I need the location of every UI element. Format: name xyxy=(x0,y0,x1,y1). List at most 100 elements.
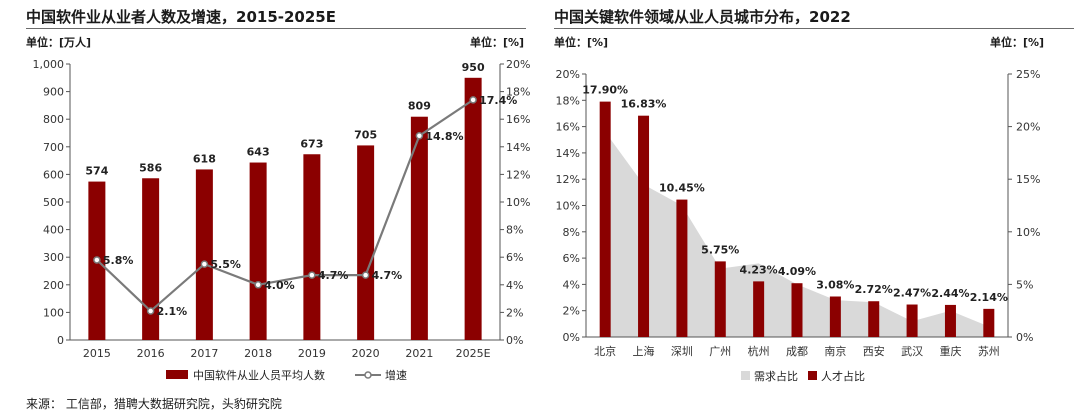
growth-point-label: 4.7% xyxy=(318,269,349,282)
employee-bar xyxy=(410,116,428,340)
left-y-tick-label: 0% xyxy=(563,331,580,344)
legend-area-label: 需求占比 xyxy=(754,369,798,383)
x-tick-label: 2019 xyxy=(298,347,326,360)
left-y-tick-label: 14% xyxy=(556,147,580,160)
left-y-tick-label: 400 xyxy=(43,224,64,237)
employee-bar-label: 643 xyxy=(247,146,270,159)
left-y-tick-label: 10% xyxy=(556,200,580,213)
talent-bar-label: 16.83% xyxy=(621,98,667,111)
growth-line xyxy=(96,98,474,313)
employee-bar-label: 809 xyxy=(408,100,431,113)
growth-point xyxy=(308,271,316,279)
left-y-tick-label: 700 xyxy=(43,141,64,154)
left-y-tick-label: 800 xyxy=(43,113,64,126)
legend-bar-swatch xyxy=(166,370,188,379)
growth-point xyxy=(254,281,262,289)
right-y-tick-label: 5% xyxy=(1016,278,1033,291)
right-y-tick-label: 20% xyxy=(506,58,530,71)
left-chart-svg: 0 100 200 300 400 500 600 700 800 900 1,000 0% 2% 4% 6… xyxy=(33,58,531,382)
talent-bar-label: 3.08% xyxy=(816,278,854,291)
talent-bar xyxy=(638,115,650,337)
left-unit-left: 单位：[万人] xyxy=(26,36,92,49)
growth-point xyxy=(146,307,155,315)
employee-bar-label: 618 xyxy=(193,152,216,165)
employee-bar xyxy=(303,154,321,340)
x-tick-label: 2016 xyxy=(137,347,165,360)
left-y-tick-label: 300 xyxy=(43,251,64,264)
right-y-tick-label: 15% xyxy=(1016,173,1040,186)
right-y-tick-label: 14% xyxy=(506,141,530,154)
left-y-tick-label: 18% xyxy=(556,94,580,107)
right-y-tick-label: 0% xyxy=(506,334,523,347)
left-y-tick-label: 4% xyxy=(563,278,580,291)
legend-bar-swatch xyxy=(808,371,817,380)
left-y-tick-label: 6% xyxy=(563,252,580,265)
x-tick-label: 北京 xyxy=(594,344,616,358)
right-y-tick-label: 20% xyxy=(1016,121,1040,134)
left-y-tick-label: 1,000 xyxy=(33,58,65,71)
employee-bar-label: 950 xyxy=(462,61,485,74)
x-tick-label: 2018 xyxy=(244,347,272,360)
employee-bar xyxy=(357,145,375,340)
talent-bar xyxy=(714,261,726,337)
right-y-tick-label: 25% xyxy=(1016,68,1040,81)
left-y-tick-label: 12% xyxy=(556,173,580,186)
talent-bar-label: 2.44% xyxy=(931,287,969,300)
left-y-tick-label: 600 xyxy=(43,168,64,181)
right-title-rule xyxy=(554,28,1074,29)
x-tick-label: 2021 xyxy=(405,347,433,360)
growth-point xyxy=(415,132,424,140)
right-chart-panel: 中国关键软件领域从业人员城市分布，2022 单位：[%] 单位：[%] 0% 2%… xyxy=(540,0,1080,395)
right-y-tick-label: 2% xyxy=(506,306,523,319)
growth-point-label: 5.8% xyxy=(103,254,134,267)
growth-point-label: 2.1% xyxy=(157,305,188,318)
x-tick-label: 上海 xyxy=(633,344,655,358)
growth-point-label: 17.4% xyxy=(479,94,517,107)
talent-bar xyxy=(868,301,880,337)
employee-bar-label: 586 xyxy=(139,161,162,174)
talent-bar xyxy=(829,296,841,337)
talent-bar-label: 4.23% xyxy=(740,263,778,276)
right-y-tick-label: 4% xyxy=(506,279,523,292)
left-y-tick-label: 20% xyxy=(556,68,580,81)
right-y-tick-label: 10% xyxy=(1016,226,1040,239)
right-y-tick-label: 12% xyxy=(506,168,530,181)
talent-bar-label: 4.09% xyxy=(778,265,816,278)
x-tick-label: 2025E xyxy=(456,347,491,360)
x-tick-label: 重庆 xyxy=(939,344,961,358)
right-y-tick-label: 8% xyxy=(506,224,523,237)
growth-point xyxy=(200,260,209,268)
employee-bar-label: 574 xyxy=(85,165,108,178)
right-y-tick-label: 18% xyxy=(506,86,530,99)
left-y-tick-label: 500 xyxy=(43,196,64,209)
talent-bar-label: 2.72% xyxy=(855,283,893,296)
right-unit-left: 单位：[%] xyxy=(554,36,609,49)
right-y-tick-label: 6% xyxy=(506,251,523,264)
right-chart-title: 中国关键软件领域从业人员城市分布，2022 xyxy=(554,8,851,26)
employee-bar xyxy=(142,178,160,340)
right-unit-right: 单位：[%] xyxy=(990,36,1045,49)
legend-line-marker xyxy=(364,371,372,379)
employee-bar-label: 673 xyxy=(300,137,323,150)
right-y-tick-label: 16% xyxy=(506,113,530,126)
talent-bar-label: 2.14% xyxy=(970,291,1008,304)
x-tick-label: 苏州 xyxy=(978,345,1000,358)
talent-bar-label: 10.45% xyxy=(659,182,705,195)
growth-point-label: 5.5% xyxy=(210,258,241,271)
left-y-tick-label: 2% xyxy=(563,305,580,318)
x-tick-label: 武汉 xyxy=(901,345,923,358)
talent-bar xyxy=(791,283,803,337)
employee-bar xyxy=(464,77,482,341)
left-y-tick-label: 0 xyxy=(57,334,64,347)
employee-bar-label: 705 xyxy=(354,128,377,141)
legend-line-label: 增速 xyxy=(385,368,407,382)
x-tick-label: 2015 xyxy=(83,347,111,360)
left-y-tick-label: 900 xyxy=(43,86,64,99)
legend-area-swatch xyxy=(741,371,750,380)
growth-point-label: 14.8% xyxy=(425,130,463,143)
talent-bar xyxy=(906,304,918,337)
right-y-tick-label: 10% xyxy=(506,196,530,209)
employee-bar xyxy=(195,169,213,340)
growth-point xyxy=(361,271,370,279)
left-y-tick-label: 100 xyxy=(43,306,64,319)
